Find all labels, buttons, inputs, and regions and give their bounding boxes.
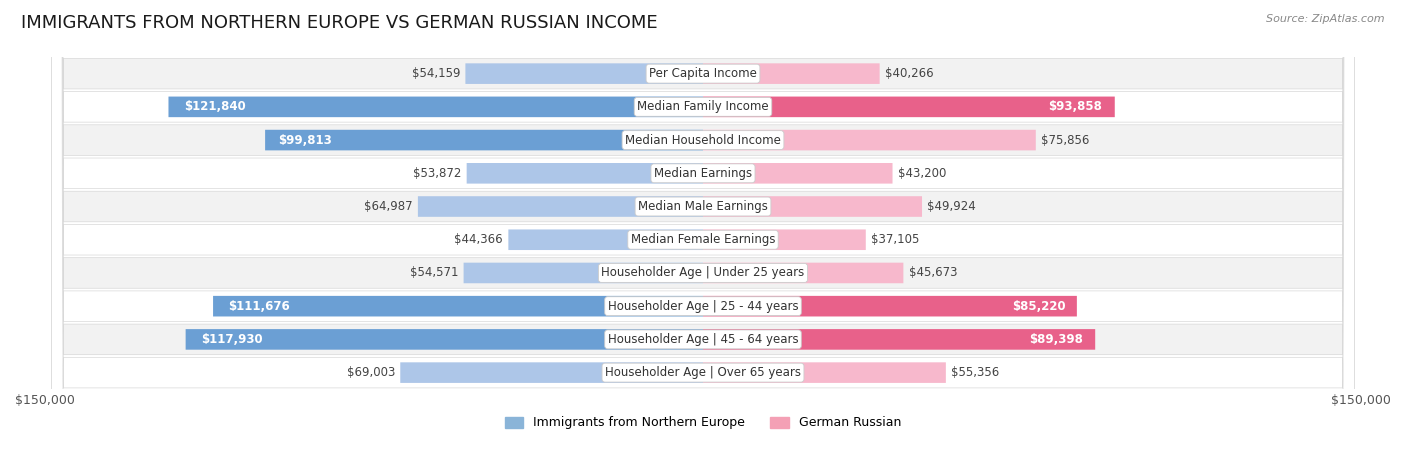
- FancyBboxPatch shape: [169, 97, 703, 117]
- FancyBboxPatch shape: [52, 0, 1354, 467]
- FancyBboxPatch shape: [186, 329, 703, 350]
- FancyBboxPatch shape: [703, 229, 866, 250]
- Text: $53,872: $53,872: [413, 167, 461, 180]
- Text: $44,366: $44,366: [454, 233, 503, 246]
- Text: $121,840: $121,840: [184, 100, 246, 113]
- Text: $64,987: $64,987: [364, 200, 412, 213]
- FancyBboxPatch shape: [52, 0, 1354, 467]
- FancyBboxPatch shape: [418, 196, 703, 217]
- Text: Median Earnings: Median Earnings: [654, 167, 752, 180]
- Text: $69,003: $69,003: [347, 366, 395, 379]
- FancyBboxPatch shape: [703, 362, 946, 383]
- FancyBboxPatch shape: [52, 0, 1354, 467]
- Text: Householder Age | 25 - 44 years: Householder Age | 25 - 44 years: [607, 300, 799, 313]
- FancyBboxPatch shape: [464, 262, 703, 283]
- Text: $37,105: $37,105: [872, 233, 920, 246]
- Text: $45,673: $45,673: [908, 267, 957, 279]
- FancyBboxPatch shape: [703, 163, 893, 184]
- Text: $85,220: $85,220: [1012, 300, 1066, 313]
- FancyBboxPatch shape: [52, 0, 1354, 467]
- FancyBboxPatch shape: [703, 296, 1077, 317]
- Text: Median Female Earnings: Median Female Earnings: [631, 233, 775, 246]
- FancyBboxPatch shape: [266, 130, 703, 150]
- FancyBboxPatch shape: [703, 130, 1036, 150]
- FancyBboxPatch shape: [509, 229, 703, 250]
- Text: $54,571: $54,571: [409, 267, 458, 279]
- FancyBboxPatch shape: [465, 64, 703, 84]
- Text: IMMIGRANTS FROM NORTHERN EUROPE VS GERMAN RUSSIAN INCOME: IMMIGRANTS FROM NORTHERN EUROPE VS GERMA…: [21, 14, 658, 32]
- Text: Per Capita Income: Per Capita Income: [650, 67, 756, 80]
- FancyBboxPatch shape: [52, 0, 1354, 467]
- FancyBboxPatch shape: [52, 0, 1354, 467]
- Text: Median Family Income: Median Family Income: [637, 100, 769, 113]
- Text: $55,356: $55,356: [950, 366, 1000, 379]
- FancyBboxPatch shape: [214, 296, 703, 317]
- Legend: Immigrants from Northern Europe, German Russian: Immigrants from Northern Europe, German …: [505, 417, 901, 430]
- FancyBboxPatch shape: [703, 97, 1115, 117]
- FancyBboxPatch shape: [52, 0, 1354, 467]
- FancyBboxPatch shape: [52, 0, 1354, 467]
- FancyBboxPatch shape: [467, 163, 703, 184]
- Text: $49,924: $49,924: [928, 200, 976, 213]
- FancyBboxPatch shape: [703, 329, 1095, 350]
- Text: $43,200: $43,200: [898, 167, 946, 180]
- Text: $89,398: $89,398: [1029, 333, 1084, 346]
- Text: Median Household Income: Median Household Income: [626, 134, 780, 147]
- FancyBboxPatch shape: [401, 362, 703, 383]
- FancyBboxPatch shape: [703, 262, 904, 283]
- FancyBboxPatch shape: [52, 0, 1354, 467]
- Text: $75,856: $75,856: [1040, 134, 1090, 147]
- Text: Median Male Earnings: Median Male Earnings: [638, 200, 768, 213]
- Text: Householder Age | Under 25 years: Householder Age | Under 25 years: [602, 267, 804, 279]
- Text: $111,676: $111,676: [228, 300, 290, 313]
- Text: $54,159: $54,159: [412, 67, 460, 80]
- Text: Householder Age | 45 - 64 years: Householder Age | 45 - 64 years: [607, 333, 799, 346]
- Text: $40,266: $40,266: [884, 67, 934, 80]
- Text: $99,813: $99,813: [278, 134, 332, 147]
- Text: $93,858: $93,858: [1049, 100, 1102, 113]
- FancyBboxPatch shape: [703, 196, 922, 217]
- Text: Householder Age | Over 65 years: Householder Age | Over 65 years: [605, 366, 801, 379]
- FancyBboxPatch shape: [52, 0, 1354, 467]
- Text: $117,930: $117,930: [201, 333, 263, 346]
- FancyBboxPatch shape: [703, 64, 880, 84]
- Text: Source: ZipAtlas.com: Source: ZipAtlas.com: [1267, 14, 1385, 24]
